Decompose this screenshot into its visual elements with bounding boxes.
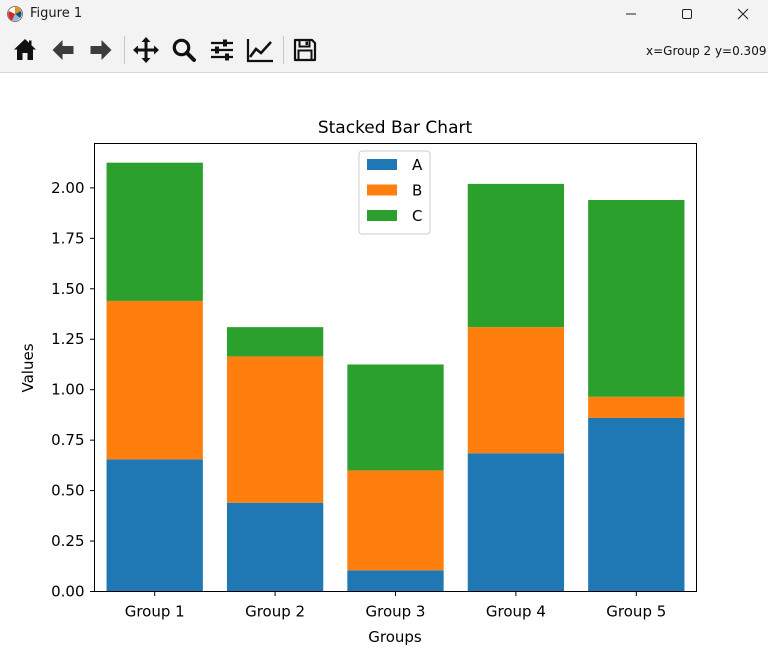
y-tick-label: 0.00	[51, 583, 84, 601]
close-icon	[737, 8, 749, 20]
legend-swatch-A	[367, 159, 397, 170]
y-tick-label: 1.50	[51, 280, 84, 298]
bar-B-group-4	[467, 327, 565, 454]
axis-ticks-group: Group 1 Group 2 Group 3 Group 4 Group 5 0.00 0…	[51, 179, 666, 621]
bar-C-group-3	[347, 364, 444, 471]
bar-C-group-1	[106, 162, 203, 301]
minimize-icon	[626, 13, 636, 15]
bar-C-group-5	[588, 200, 685, 397]
toolbar-separator	[283, 36, 284, 64]
save-icon	[293, 38, 317, 62]
navigation-toolbar: x=Group 2 y=0.309	[0, 28, 768, 73]
bar-A-group-5	[588, 417, 685, 592]
y-tick-label: 1.25	[51, 330, 84, 348]
x-tick-label: Group 1	[125, 603, 185, 621]
x-tick-label: Group 3	[366, 603, 426, 621]
y-tick-label: 0.50	[51, 482, 84, 500]
save-button[interactable]	[290, 35, 320, 65]
window-titlebar: Figure 1	[0, 0, 768, 28]
chart-title: Stacked Bar Chart	[318, 118, 473, 138]
matplotlib-app-icon	[7, 6, 23, 22]
toolbar-separator	[124, 36, 125, 64]
y-tick-label: 1.00	[51, 381, 84, 399]
pan-button[interactable]	[131, 35, 161, 65]
bar-B-group-3	[347, 470, 444, 571]
minimize-button[interactable]	[608, 0, 654, 28]
legend-swatch-B	[367, 184, 397, 196]
y-tick-label: 1.75	[51, 229, 84, 247]
y-tick-label: 2.00	[51, 179, 84, 197]
bar-B-group-2	[226, 356, 324, 503]
zoom-icon	[172, 38, 196, 62]
edit-axis-icon	[246, 39, 273, 63]
back-arrow-icon	[52, 40, 74, 60]
home-button[interactable]	[10, 35, 40, 65]
plot-frame	[94, 143, 697, 592]
configure-subplots-button[interactable]	[207, 35, 237, 65]
zoom-button[interactable]	[169, 35, 199, 65]
configure-subplots-icon	[211, 39, 233, 61]
bar-C-group-2	[226, 327, 324, 357]
close-button[interactable]	[720, 0, 766, 28]
window-title: Figure 1	[30, 6, 83, 21]
legend-label-C: C	[412, 207, 422, 225]
maximize-button[interactable]	[664, 0, 710, 28]
legend[interactable]: ABC	[358, 150, 431, 235]
x-tick-label: Group 2	[245, 603, 305, 621]
forward-arrow-icon	[90, 40, 112, 60]
y-tick-label: 0.25	[51, 532, 84, 550]
legend-label-B: B	[412, 182, 422, 200]
legend-label-A: A	[412, 156, 423, 174]
x-axis-label: Groups	[368, 628, 422, 646]
bar-B-group-1	[106, 300, 203, 460]
maximize-icon	[682, 9, 692, 19]
bar-C-group-4	[467, 183, 565, 328]
legend-swatch-C	[367, 210, 397, 221]
x-tick-label: Group 4	[486, 603, 546, 621]
x-tick-label: Group 5	[606, 603, 666, 621]
pan-icon	[133, 37, 159, 63]
bars-group	[106, 162, 685, 592]
y-tick-label: 0.75	[51, 431, 84, 449]
bar-A-group-3	[347, 570, 444, 592]
bar-B-group-5	[588, 396, 685, 418]
back-button[interactable]	[48, 35, 78, 65]
home-icon	[14, 39, 36, 60]
forward-button[interactable]	[86, 35, 116, 65]
bar-A-group-4	[467, 453, 565, 592]
y-axis-label: Values	[19, 343, 37, 392]
bar-A-group-1	[106, 459, 203, 592]
cursor-coordinates: x=Group 2 y=0.309	[646, 44, 767, 58]
bar-A-group-2	[226, 502, 324, 592]
edit-axis-button[interactable]	[245, 35, 275, 65]
